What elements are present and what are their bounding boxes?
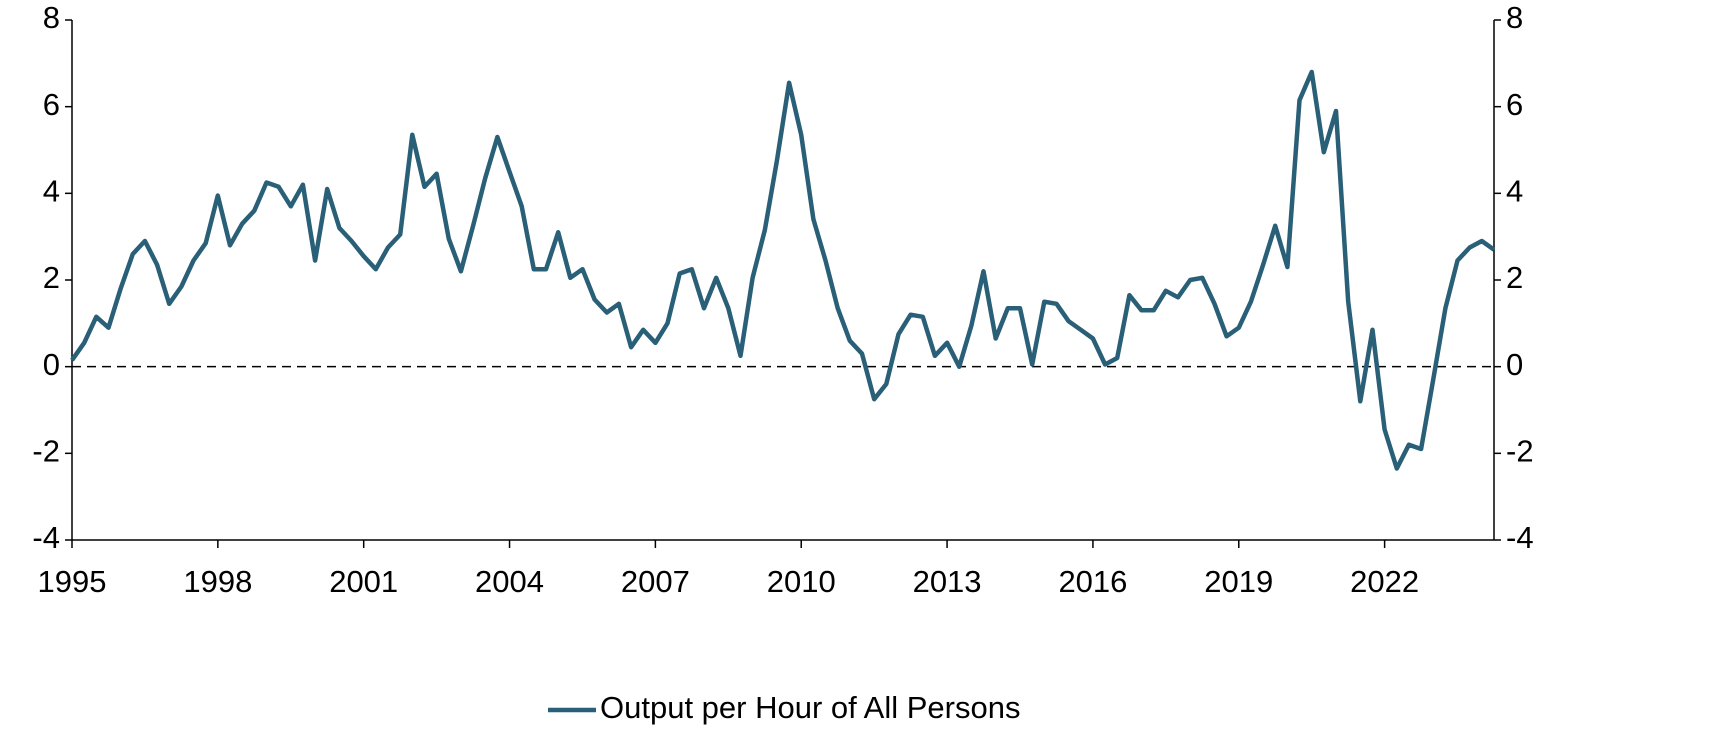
y2-tick-label: 0 [1506, 347, 1523, 382]
y2-tick-label: 4 [1506, 174, 1523, 209]
y-tick-label: -4 [32, 520, 60, 555]
x-tick-label: 2010 [767, 564, 836, 599]
x-tick-label: 1995 [38, 564, 107, 599]
x-tick-label: 2013 [913, 564, 982, 599]
x-tick-label: 2001 [329, 564, 398, 599]
y2-tick-label: -4 [1506, 520, 1534, 555]
series-line [70, 69, 1496, 471]
y-tick-label: -2 [32, 434, 60, 469]
x-tick-label: 1998 [183, 564, 252, 599]
x-tick-label: 2019 [1204, 564, 1273, 599]
y-tick-label: 6 [43, 87, 60, 122]
x-tick-label: 2007 [621, 564, 690, 599]
x-tick-label: 2004 [475, 564, 544, 599]
y-tick-label: 2 [43, 260, 60, 295]
legend-label: Output per Hour of All Persons [600, 690, 1020, 725]
y-tick-label: 8 [43, 0, 60, 35]
y2-tick-label: 6 [1506, 87, 1523, 122]
y2-tick-label: 8 [1506, 0, 1523, 35]
x-tick-label: 2022 [1350, 564, 1419, 599]
y2-tick-label: 2 [1506, 260, 1523, 295]
x-tick-label: 2016 [1058, 564, 1127, 599]
y-tick-label: 4 [43, 174, 60, 209]
y-tick-label: 0 [43, 347, 60, 382]
y2-tick-label: -2 [1506, 434, 1534, 469]
